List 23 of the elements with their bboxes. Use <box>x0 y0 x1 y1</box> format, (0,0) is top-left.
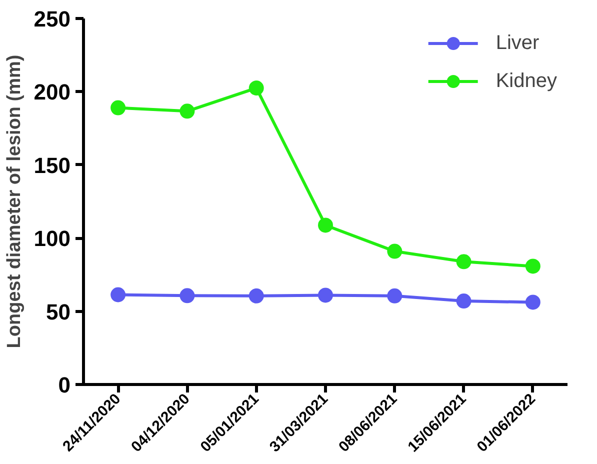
point <box>525 258 540 274</box>
point <box>248 80 264 96</box>
y-tick-label: 200 <box>34 80 71 105</box>
point <box>180 288 195 304</box>
y-tick-label: 0 <box>58 372 71 398</box>
legend-label: Liver <box>496 32 540 54</box>
y-tick-label: 150 <box>34 152 71 178</box>
point <box>248 288 264 304</box>
y-tick-label: 100 <box>34 226 71 252</box>
point <box>318 218 333 233</box>
point <box>180 104 195 119</box>
point <box>456 294 472 309</box>
y-axis-title: Longest diameter of lesion (mm) <box>4 54 25 348</box>
point <box>110 287 126 302</box>
point <box>387 244 402 259</box>
point <box>110 100 126 116</box>
point <box>318 288 333 303</box>
point <box>456 254 472 270</box>
y-tick-label: 50 <box>46 299 71 324</box>
legend-label: Kidney <box>496 70 557 92</box>
y-tick-label: 250 <box>34 6 71 32</box>
point <box>525 294 540 310</box>
point <box>387 288 402 304</box>
